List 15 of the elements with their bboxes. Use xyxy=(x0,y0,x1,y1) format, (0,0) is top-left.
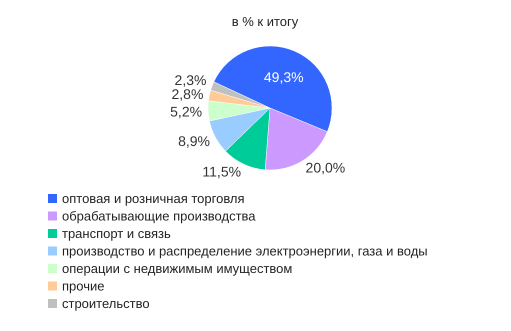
legend-label: транспорт и связь xyxy=(62,226,172,241)
legend-label: обрабатывающие производства xyxy=(62,208,256,224)
legend-label: производство и распределение электроэнергии, газа и воды xyxy=(62,244,428,258)
legend-label: строительство xyxy=(62,296,150,311)
data-label: 49,3% xyxy=(264,68,304,85)
data-label: 2,3% xyxy=(174,72,206,88)
data-label: 8,9% xyxy=(178,132,210,149)
chart-title: в % к итогу xyxy=(232,14,299,29)
legend-label: операции с недвижимым имуществом xyxy=(62,261,292,276)
data-label: 20,0% xyxy=(306,160,346,176)
legend-label: прочие xyxy=(62,278,104,294)
data-label: 5,2% xyxy=(170,103,202,120)
data-label: 11,5% xyxy=(202,163,242,180)
data-label: 2,8% xyxy=(171,86,204,102)
legend-label: оптовая и розничная торговля xyxy=(62,191,245,206)
